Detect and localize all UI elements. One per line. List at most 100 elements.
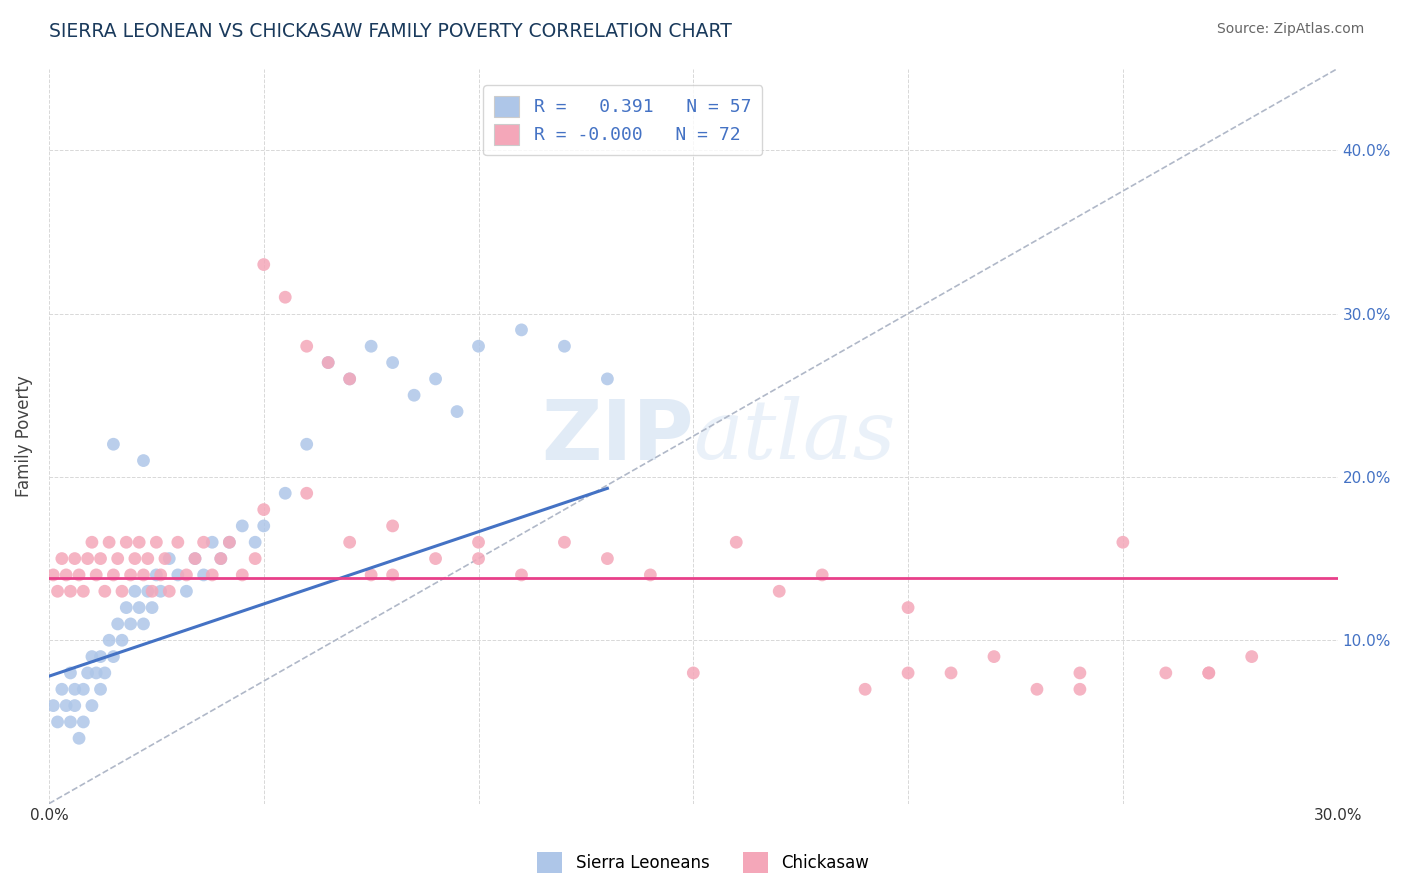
Point <box>128 600 150 615</box>
Point <box>136 551 159 566</box>
Point <box>209 551 232 566</box>
Point <box>1198 665 1220 680</box>
Point <box>55 568 77 582</box>
Point <box>725 535 748 549</box>
Point <box>231 568 253 582</box>
Point <box>682 665 704 680</box>
Point <box>42 568 65 582</box>
Point <box>295 339 318 353</box>
Point <box>84 568 107 582</box>
Point <box>51 682 73 697</box>
Point <box>510 323 533 337</box>
Point <box>46 714 69 729</box>
Point <box>316 355 339 369</box>
Point <box>640 568 662 582</box>
Point <box>853 682 876 697</box>
Point <box>80 698 103 713</box>
Point <box>72 584 94 599</box>
Point <box>103 649 125 664</box>
Point <box>983 649 1005 664</box>
Point <box>98 633 121 648</box>
Point <box>141 600 163 615</box>
Point <box>425 551 447 566</box>
Point <box>274 486 297 500</box>
Point <box>145 535 167 549</box>
Point <box>467 535 489 549</box>
Point <box>149 584 172 599</box>
Point <box>63 551 86 566</box>
Point <box>145 568 167 582</box>
Point <box>176 568 198 582</box>
Point <box>132 616 155 631</box>
Point <box>243 551 266 566</box>
Point <box>76 665 98 680</box>
Point <box>274 290 297 304</box>
Point <box>124 551 146 566</box>
Point <box>176 584 198 599</box>
Point <box>316 355 339 369</box>
Point <box>107 616 129 631</box>
Point <box>94 665 117 680</box>
Point <box>94 584 117 599</box>
Text: Source: ZipAtlas.com: Source: ZipAtlas.com <box>1216 22 1364 37</box>
Point <box>132 568 155 582</box>
Point <box>153 551 176 566</box>
Legend: Sierra Leoneans, Chickasaw: Sierra Leoneans, Chickasaw <box>530 846 876 880</box>
Point <box>80 535 103 549</box>
Point <box>553 535 575 549</box>
Point <box>89 682 111 697</box>
Point <box>120 568 142 582</box>
Point <box>63 682 86 697</box>
Point <box>295 486 318 500</box>
Point <box>243 535 266 549</box>
Point <box>59 714 82 729</box>
Point <box>339 535 361 549</box>
Point <box>811 568 834 582</box>
Point <box>59 584 82 599</box>
Point <box>201 535 224 549</box>
Point <box>115 600 138 615</box>
Point <box>103 437 125 451</box>
Point <box>76 551 98 566</box>
Point <box>166 535 188 549</box>
Point <box>1112 535 1135 549</box>
Point <box>425 372 447 386</box>
Point <box>141 584 163 599</box>
Point <box>72 714 94 729</box>
Point <box>404 388 426 402</box>
Legend: R =   0.391   N = 57, R = -0.000   N = 72: R = 0.391 N = 57, R = -0.000 N = 72 <box>484 85 762 155</box>
Point <box>218 535 240 549</box>
Point <box>360 339 382 353</box>
Point <box>128 535 150 549</box>
Point <box>1154 665 1177 680</box>
Point <box>295 437 318 451</box>
Point <box>51 551 73 566</box>
Point <box>253 519 276 533</box>
Point <box>446 404 468 418</box>
Point <box>467 339 489 353</box>
Text: SIERRA LEONEAN VS CHICKASAW FAMILY POVERTY CORRELATION CHART: SIERRA LEONEAN VS CHICKASAW FAMILY POVER… <box>49 22 733 41</box>
Point <box>1240 649 1263 664</box>
Point <box>184 551 207 566</box>
Point <box>55 698 77 713</box>
Point <box>897 600 920 615</box>
Point <box>157 584 180 599</box>
Point <box>510 568 533 582</box>
Point <box>67 731 90 746</box>
Point <box>98 535 121 549</box>
Point <box>107 551 129 566</box>
Point <box>193 535 215 549</box>
Point <box>193 568 215 582</box>
Point <box>253 502 276 516</box>
Point <box>1198 665 1220 680</box>
Point <box>218 535 240 549</box>
Point <box>67 568 90 582</box>
Text: atlas: atlas <box>693 396 896 476</box>
Point <box>46 584 69 599</box>
Point <box>89 551 111 566</box>
Point <box>768 584 790 599</box>
Point <box>467 551 489 566</box>
Point <box>42 698 65 713</box>
Point <box>1069 682 1091 697</box>
Y-axis label: Family Poverty: Family Poverty <box>15 376 32 497</box>
